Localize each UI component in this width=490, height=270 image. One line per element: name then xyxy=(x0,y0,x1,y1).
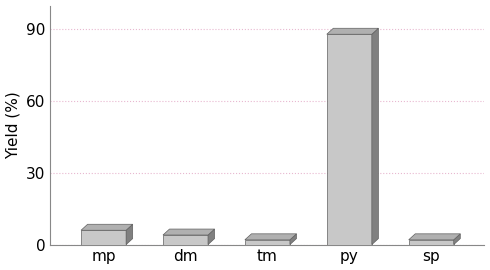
Polygon shape xyxy=(409,234,460,240)
Polygon shape xyxy=(208,229,215,245)
Polygon shape xyxy=(327,34,372,245)
Polygon shape xyxy=(409,240,454,245)
Polygon shape xyxy=(372,28,378,245)
Polygon shape xyxy=(126,224,133,245)
Polygon shape xyxy=(81,230,126,245)
Polygon shape xyxy=(81,224,133,230)
Polygon shape xyxy=(454,234,460,245)
Polygon shape xyxy=(290,234,296,245)
Y-axis label: Yield (%): Yield (%) xyxy=(5,91,21,159)
Polygon shape xyxy=(245,240,290,245)
Polygon shape xyxy=(163,235,208,245)
Polygon shape xyxy=(245,234,296,240)
Polygon shape xyxy=(163,229,215,235)
Polygon shape xyxy=(327,28,378,34)
